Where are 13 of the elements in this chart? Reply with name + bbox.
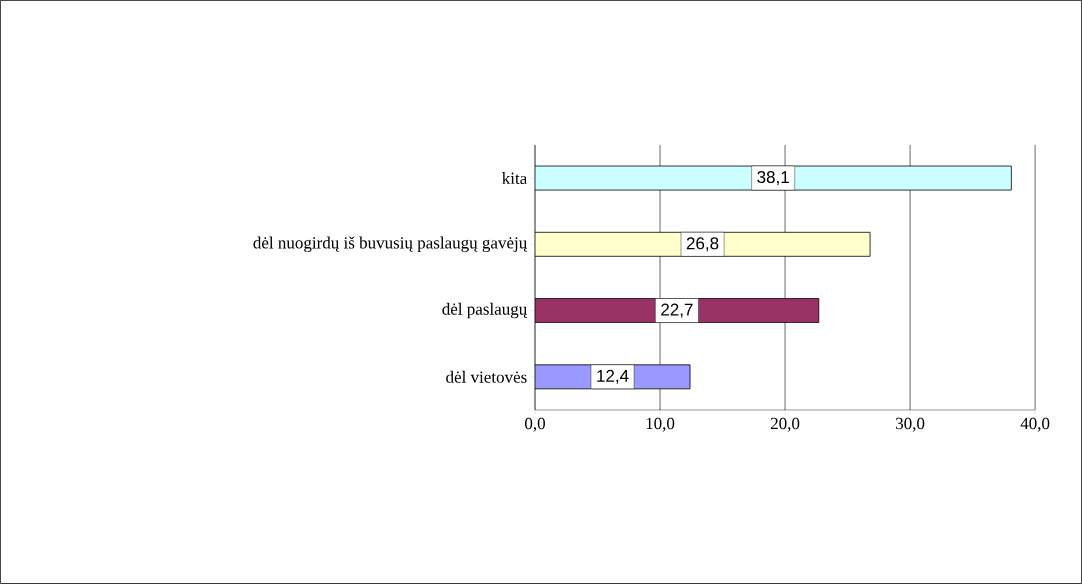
- data-label: 38,1: [757, 171, 789, 186]
- data-label: 22,7: [661, 303, 693, 318]
- x-tick-label: 30,0: [896, 417, 925, 432]
- x-tick-label: 0,0: [525, 417, 545, 432]
- x-tick-label: 40,0: [1020, 417, 1050, 432]
- y-tick-label: dėl nuogirdų iš buvusių paslaugų gavėjų: [253, 236, 528, 253]
- y-tick-label: dėl vietovės: [446, 370, 527, 383]
- data-label: 26,8: [686, 237, 719, 252]
- y-tick-label: kita: [502, 172, 528, 185]
- x-tick-label: 10,0: [646, 417, 675, 432]
- data-label: 12,4: [597, 369, 629, 384]
- x-tick-label: 20,0: [770, 417, 800, 432]
- y-tick-label: dėl paslaugų: [442, 302, 528, 319]
